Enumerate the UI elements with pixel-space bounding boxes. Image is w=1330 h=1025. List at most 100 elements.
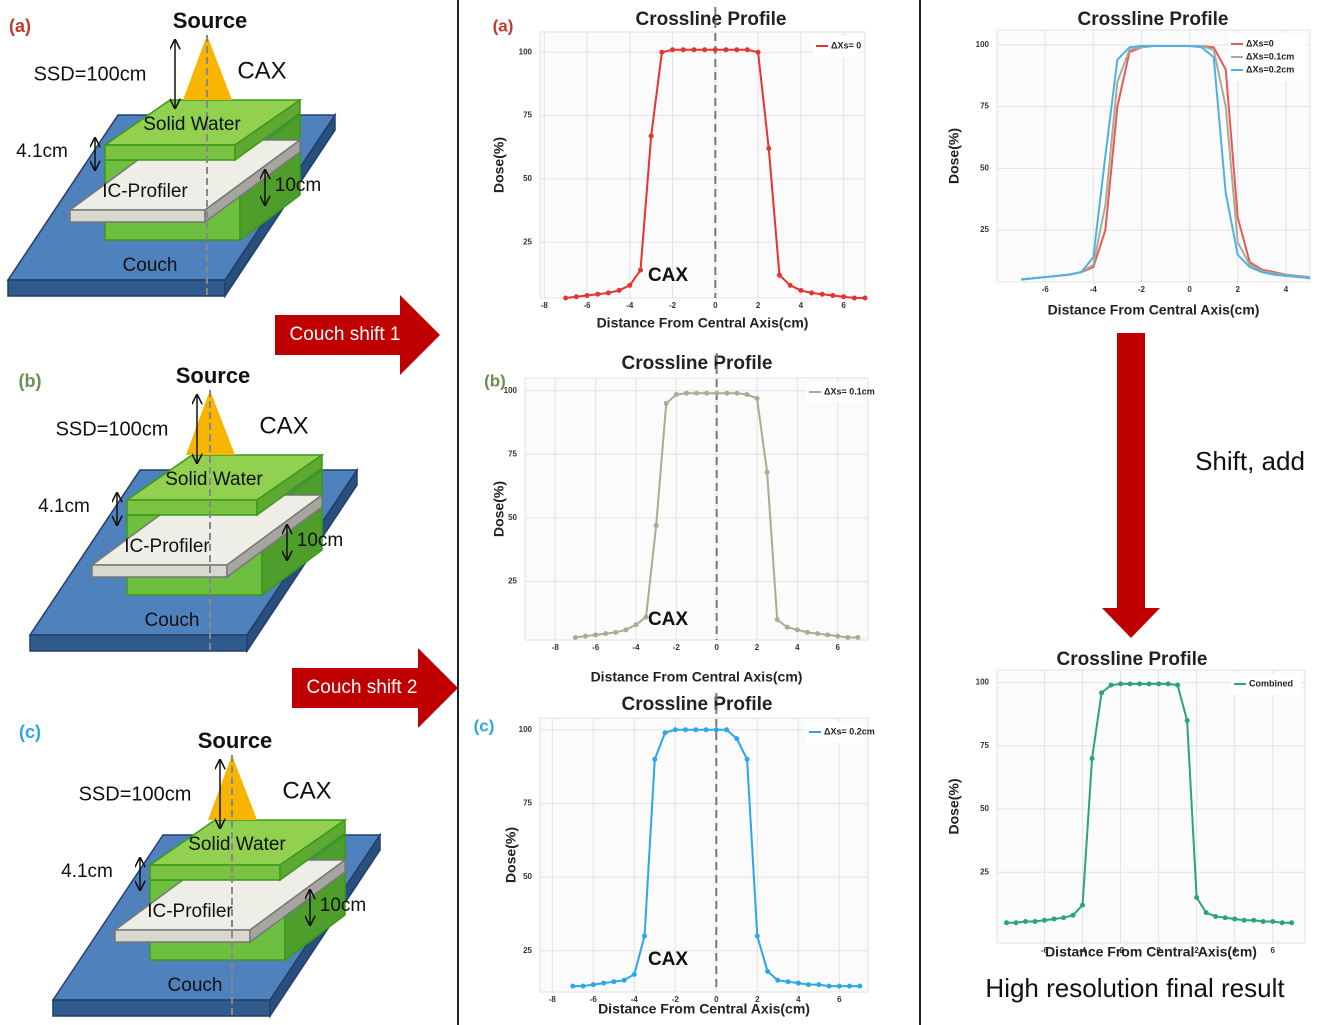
data-point: [863, 296, 868, 301]
ssd-label: SSD=100cm: [34, 63, 147, 85]
couch-label: Couch: [145, 610, 200, 631]
chart-title: Crossline Profile: [622, 694, 773, 715]
data-point: [649, 133, 654, 138]
data-point: [827, 984, 832, 989]
data-point: [724, 391, 729, 396]
data-point: [714, 727, 719, 732]
data-point: [659, 50, 664, 55]
data-point: [1194, 895, 1199, 900]
data-point: [632, 972, 637, 977]
plot-area: [525, 378, 868, 640]
solid-water-front: [127, 500, 257, 515]
x-tick-label: 6: [841, 301, 846, 310]
y-tick-label: 75: [508, 449, 517, 458]
y-tick-label: 100: [976, 40, 990, 49]
data-point: [591, 982, 596, 987]
source-label: Source: [173, 8, 248, 33]
y-tick-label: 50: [508, 513, 517, 522]
data-point: [581, 984, 586, 989]
data-point: [713, 47, 718, 52]
data-point: [1232, 916, 1237, 921]
x-axis-title: Distance From Central Axis(cm): [591, 669, 803, 685]
depth-label: 10cm: [275, 175, 321, 196]
x-tick-label: -8: [541, 301, 549, 310]
data-point: [1052, 916, 1057, 921]
data-point: [1042, 918, 1047, 923]
y-tick-label: 75: [980, 102, 989, 111]
data-point: [724, 727, 729, 732]
data-point: [806, 982, 811, 987]
data-point: [570, 984, 575, 989]
x-tick-label: -6: [592, 643, 600, 652]
y-axis-title: Dose(%): [946, 128, 962, 184]
data-point: [638, 268, 643, 273]
data-point: [654, 523, 659, 528]
data-point: [855, 635, 860, 640]
y-tick-label: 25: [980, 225, 989, 234]
data-point: [1289, 920, 1294, 925]
depth-label: 10cm: [297, 530, 343, 551]
panel-label: (c): [474, 716, 495, 735]
data-point: [1128, 681, 1133, 686]
legend-label: ΔXs= 0.1cm: [824, 386, 875, 396]
data-point: [1080, 903, 1085, 908]
annotation: CAX: [648, 949, 688, 970]
data-point: [622, 978, 627, 983]
x-tick-label: -2: [1138, 285, 1146, 294]
y-tick-label: 75: [523, 111, 532, 120]
data-point: [724, 47, 729, 52]
x-tick-label: 6: [837, 995, 842, 1004]
data-point: [1280, 920, 1285, 925]
data-point: [595, 292, 600, 297]
panel-label: (b): [19, 371, 42, 391]
data-point: [809, 290, 814, 295]
data-point: [603, 631, 608, 636]
couch-front: [53, 1000, 270, 1016]
solid-water-front: [150, 865, 280, 880]
depth-label: 10cm: [320, 895, 366, 916]
data-point: [1185, 718, 1190, 723]
merge-label: Shift, add: [1195, 446, 1305, 476]
x-axis-title: Distance From Central Axis(cm): [1045, 944, 1257, 960]
x-tick-label: 6: [1270, 946, 1275, 955]
cax-label: CAX: [282, 777, 331, 804]
y-tick-label: 25: [508, 577, 517, 586]
panel-label: (b): [484, 371, 506, 390]
data-point: [734, 391, 739, 396]
y-axis-title: Dose(%): [946, 778, 962, 834]
chart-title: Crossline Profile: [1078, 9, 1229, 30]
data-point: [573, 635, 578, 640]
couch-front: [30, 635, 247, 651]
data-point: [670, 47, 675, 52]
cax-label: CAX: [259, 412, 308, 439]
data-point: [786, 979, 791, 984]
y-tick-label: 50: [523, 872, 532, 881]
data-point: [1242, 918, 1247, 923]
x-tick-label: -8: [549, 995, 557, 1004]
legend-label: ΔXs= 0.2cm: [824, 726, 875, 736]
data-point: [795, 627, 800, 632]
caption: High resolution final result: [985, 973, 1285, 1003]
x-tick-label: -4: [626, 301, 634, 310]
data-point: [775, 978, 780, 983]
source-label: Source: [198, 728, 273, 753]
data-point: [674, 392, 679, 397]
y-tick-label: 50: [523, 174, 532, 183]
y-tick-label: 75: [523, 799, 532, 808]
x-axis-title: Distance From Central Axis(cm): [1048, 302, 1260, 318]
data-point: [805, 630, 810, 635]
cax-label: CAX: [237, 57, 286, 84]
x-tick-label: -8: [552, 643, 560, 652]
data-point: [1014, 920, 1019, 925]
data-point: [1023, 919, 1028, 924]
data-point: [777, 273, 782, 278]
panel-label: (a): [9, 16, 31, 36]
profiler-front: [115, 930, 250, 942]
data-point: [816, 982, 821, 987]
plot-area: [540, 32, 865, 298]
x-tick-label: 0: [1187, 285, 1192, 294]
data-point: [702, 47, 707, 52]
x-tick-label: 4: [795, 643, 800, 652]
solid-water-label: Solid Water: [165, 469, 263, 490]
thickness-label: 4.1cm: [61, 861, 113, 882]
